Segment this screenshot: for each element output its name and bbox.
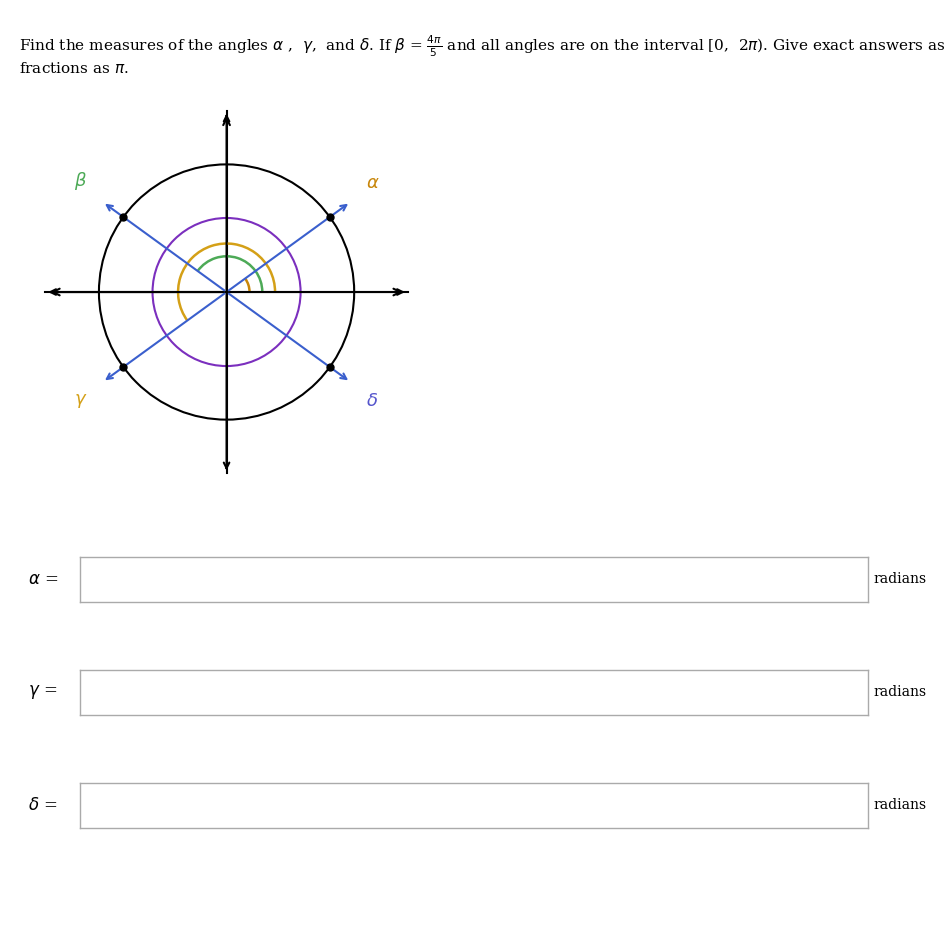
- Text: $\gamma$ =: $\gamma$ =: [28, 683, 58, 702]
- Text: $\gamma$: $\gamma$: [74, 392, 87, 410]
- Text: radians: radians: [873, 686, 926, 699]
- Text: radians: radians: [873, 799, 926, 812]
- Text: $\delta$: $\delta$: [366, 392, 378, 410]
- Text: $\alpha$ =: $\alpha$ =: [28, 571, 59, 588]
- Text: Find the measures of the angles $\alpha$ ,  $\gamma$,  and $\delta$. If $\beta$ : Find the measures of the angles $\alpha$…: [19, 33, 944, 58]
- Text: fractions as $\pi$.: fractions as $\pi$.: [19, 61, 128, 76]
- Text: $\delta$ =: $\delta$ =: [28, 797, 58, 814]
- Text: $\beta$: $\beta$: [75, 170, 87, 192]
- Text: $\alpha$: $\alpha$: [366, 174, 379, 192]
- Text: radians: radians: [873, 573, 926, 586]
